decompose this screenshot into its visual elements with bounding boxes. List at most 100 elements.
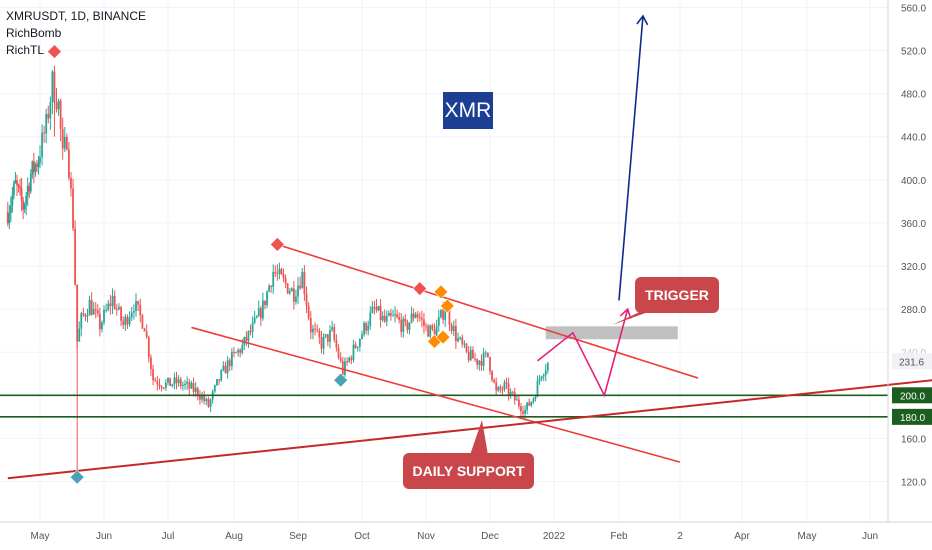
candle-body [437,317,440,326]
trigger-zone [545,326,678,340]
candle-body [418,316,421,319]
candle-body [109,303,112,307]
price-tick-label: 280.0 [901,305,926,316]
daily-support-callout: DAILY SUPPORT [403,453,534,489]
candle-body [201,396,203,400]
candle-body [369,312,372,326]
candle-body [450,324,453,332]
candle-body [216,379,218,386]
candle-body [322,336,325,349]
candle-body [406,321,409,330]
indicator-richbomb[interactable]: RichBomb [6,26,62,40]
candle-body [312,328,314,333]
candle-body [230,352,233,367]
candle-body [404,318,407,322]
candle-body [28,185,31,192]
candle-body [433,329,436,339]
time-tick-label: Aug [225,531,243,542]
signal-marker [69,469,85,485]
candle-body [373,306,376,308]
indicator-richtl[interactable]: RichTL [6,43,45,57]
symbol-label[interactable]: XMRUSDT, 1D, BINANCE [6,9,147,23]
candle-body [118,307,120,310]
candle-body [284,277,287,284]
candle-body [326,334,329,342]
candle-body [538,378,541,381]
grid-lines [0,0,888,522]
candle-body [305,294,308,306]
candle-body [381,315,384,321]
candle-body [526,402,529,410]
candle-body [297,285,299,297]
candle-body [292,288,295,302]
candle-body [329,330,331,342]
candle-body [367,325,370,331]
candle-body [493,379,496,383]
candle-body [152,369,154,381]
candle-body [320,337,323,349]
candle-body [22,200,25,210]
candle-body [14,180,17,184]
candle-body [226,360,229,374]
candle-body [196,388,199,396]
candle-body [350,357,353,360]
candle-body [324,334,327,337]
candle-body [175,377,178,384]
level-tag-label: 180.0 [900,413,925,424]
candle-body [396,314,398,317]
candle-body [465,343,468,353]
candle-body [43,132,46,134]
time-tick-label: Dec [481,531,499,542]
candle-body [499,387,502,390]
candle-body [105,309,108,311]
price-tick-label: 440.0 [901,133,926,144]
candle-body [416,314,419,317]
candle-body [278,269,281,274]
candle-body [37,162,40,167]
candle-body [379,306,382,321]
candle-body [507,383,510,396]
candle-body [80,313,83,329]
candle-body [536,380,539,397]
candle-body [237,349,240,353]
candle-body [6,212,9,224]
price-tick-label: 160.0 [901,434,926,445]
candle-body [115,308,118,310]
price-tick-label: 360.0 [901,219,926,230]
candle-body [420,318,423,320]
candle-body [107,303,110,310]
chart-legend: XMRUSDT, 1D, BINANCE RichBomb RichTL [6,8,146,59]
candle-body [220,370,223,381]
candle-body [282,274,285,278]
candle-body [480,360,483,366]
candle-body [505,382,508,384]
candle-body [74,228,76,285]
candle-body [130,312,133,318]
candle-body [331,327,334,331]
projection-path [536,308,629,398]
signal-marker [269,237,285,252]
candle-body [247,331,250,341]
signal-marker [435,329,451,345]
daily-support-callout-pointer [470,420,488,455]
candle-body [164,382,167,388]
trendline-channel-top [277,243,699,379]
candle-body [96,310,99,314]
candle-body [264,300,266,306]
candle-body [431,325,434,330]
candle-body [59,100,62,129]
candle-body [344,361,346,375]
candle-body [371,306,374,313]
signal-marker [412,281,428,297]
candle-body [272,271,275,287]
candle-body [402,318,405,332]
candle-body [346,361,348,363]
candle-body [341,361,344,375]
candle-body [427,326,430,337]
candle-body [145,331,148,338]
level-tag-180.0 [892,408,932,425]
candle-body [387,312,390,317]
candle-body [203,396,206,402]
